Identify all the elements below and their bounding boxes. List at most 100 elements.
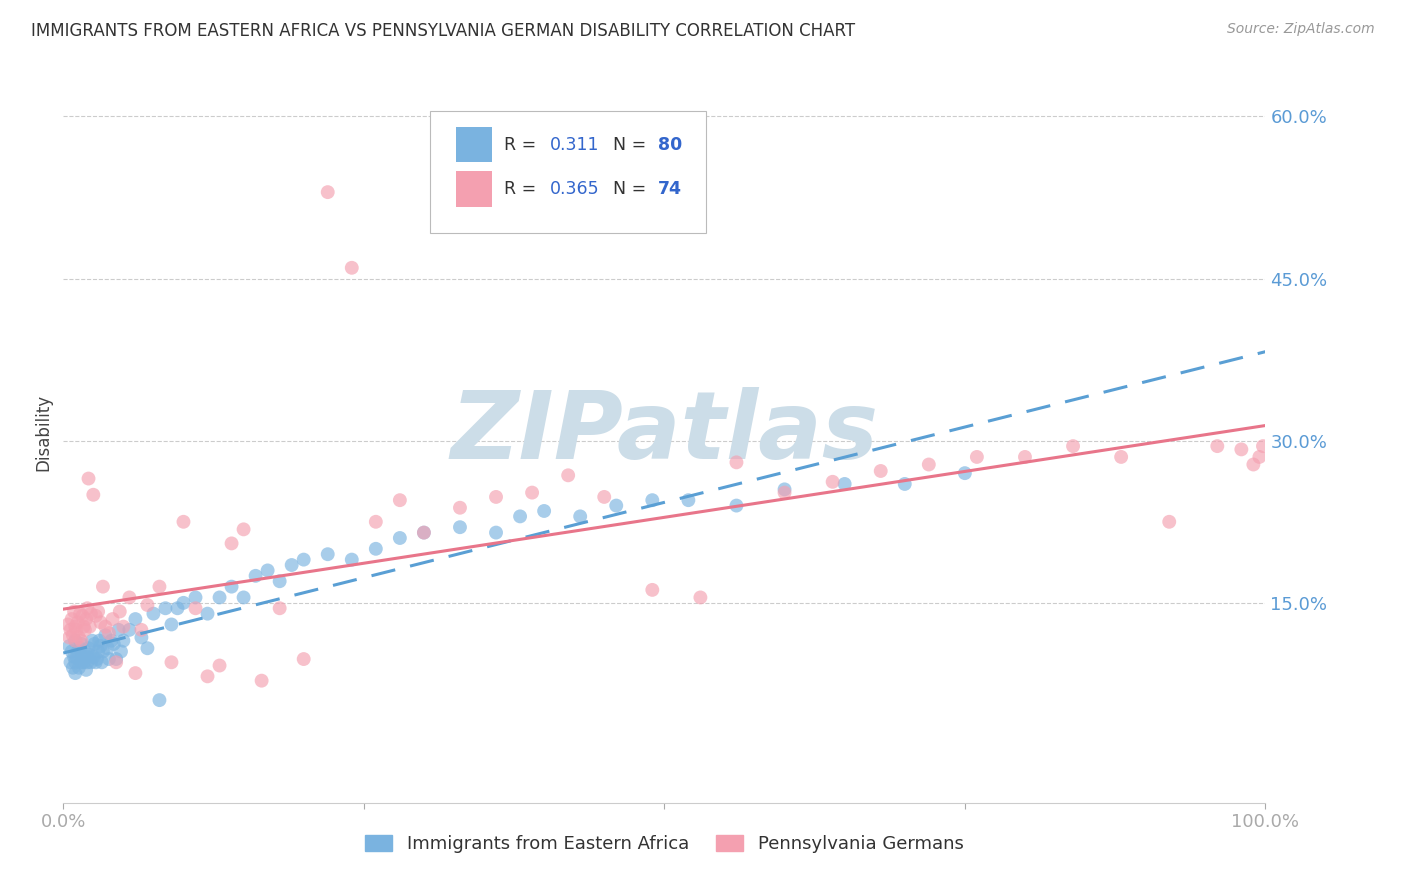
Point (166, 601, 188, 615)
Point (821, 475, 844, 489)
Text: N =: N = (613, 136, 651, 153)
Point (103, 637, 125, 651)
Point (953, 466, 976, 480)
Point (67, 631, 90, 645)
Point (340, 552, 363, 566)
Point (60, 644, 83, 658)
Point (485, 525, 508, 540)
Point (388, 531, 411, 545)
Point (208, 591, 231, 605)
Point (256, 563, 278, 577)
Point (105, 655, 128, 669)
Point (1249, 450, 1271, 464)
Point (197, 607, 219, 621)
Point (280, 558, 302, 572)
Point (118, 623, 141, 637)
Point (449, 500, 471, 515)
Point (58, 639, 80, 653)
Point (70, 633, 93, 648)
Text: R =: R = (505, 180, 543, 198)
Legend: Immigrants from Eastern Africa, Pennsylvania Germans: Immigrants from Eastern Africa, Pennsylv… (359, 828, 970, 861)
FancyBboxPatch shape (430, 111, 706, 233)
Point (97, 641, 120, 656)
Point (221, 580, 243, 594)
Point (108, 605, 131, 619)
Point (250, 673, 273, 688)
Point (65, 655, 87, 669)
Point (533, 504, 555, 518)
Point (1251, 439, 1274, 453)
Point (773, 483, 796, 497)
Point (69, 607, 91, 621)
FancyBboxPatch shape (457, 171, 492, 207)
Point (131, 631, 153, 645)
Point (73, 644, 96, 658)
Point (105, 652, 128, 666)
Point (76, 601, 98, 615)
Point (245, 569, 267, 583)
Point (79, 648, 101, 662)
Point (641, 582, 664, 597)
Point (725, 499, 748, 513)
Text: 80: 80 (658, 136, 682, 153)
FancyBboxPatch shape (457, 127, 492, 162)
Point (75, 612, 97, 626)
Point (59, 623, 82, 637)
Point (894, 477, 917, 491)
Point (593, 490, 616, 504)
Text: R =: R = (505, 136, 543, 153)
Point (107, 623, 129, 637)
Point (62, 628, 84, 642)
Point (1230, 442, 1253, 457)
Point (520, 485, 543, 500)
Point (82, 633, 104, 648)
Point (449, 520, 471, 534)
Point (65, 649, 87, 664)
Point (232, 522, 254, 536)
Point (60, 612, 83, 626)
Point (62, 661, 84, 675)
Point (66, 615, 89, 630)
Point (65, 623, 87, 637)
Point (834, 477, 856, 491)
Point (689, 591, 711, 605)
Point (97, 652, 120, 666)
Point (292, 652, 315, 666)
Text: ZIPatlas: ZIPatlas (450, 386, 879, 479)
Point (641, 493, 664, 508)
Point (77, 471, 100, 485)
Point (364, 541, 387, 556)
Point (72, 649, 94, 664)
Point (160, 617, 183, 632)
Point (197, 669, 219, 683)
Point (97, 626, 120, 640)
Point (82, 649, 104, 664)
Point (94, 619, 117, 633)
Point (73, 655, 96, 669)
Point (292, 552, 315, 566)
Point (70, 637, 93, 651)
Point (76, 655, 98, 669)
Point (73, 619, 96, 633)
Point (869, 464, 891, 478)
Text: 74: 74 (658, 180, 682, 198)
Point (413, 525, 436, 540)
Point (89, 633, 111, 648)
Point (65, 633, 87, 648)
Point (65, 633, 87, 648)
Point (80, 655, 103, 669)
Point (112, 619, 135, 633)
Point (269, 574, 291, 589)
Text: N =: N = (613, 180, 651, 198)
Point (155, 601, 177, 615)
Point (110, 644, 132, 658)
Point (67, 661, 90, 675)
Point (485, 490, 508, 504)
Point (316, 547, 339, 561)
Point (918, 458, 941, 472)
Point (172, 515, 194, 529)
Text: Source: ZipAtlas.com: Source: ZipAtlas.com (1227, 22, 1375, 37)
Point (136, 598, 159, 612)
Point (72, 608, 94, 623)
Point (569, 509, 592, 524)
